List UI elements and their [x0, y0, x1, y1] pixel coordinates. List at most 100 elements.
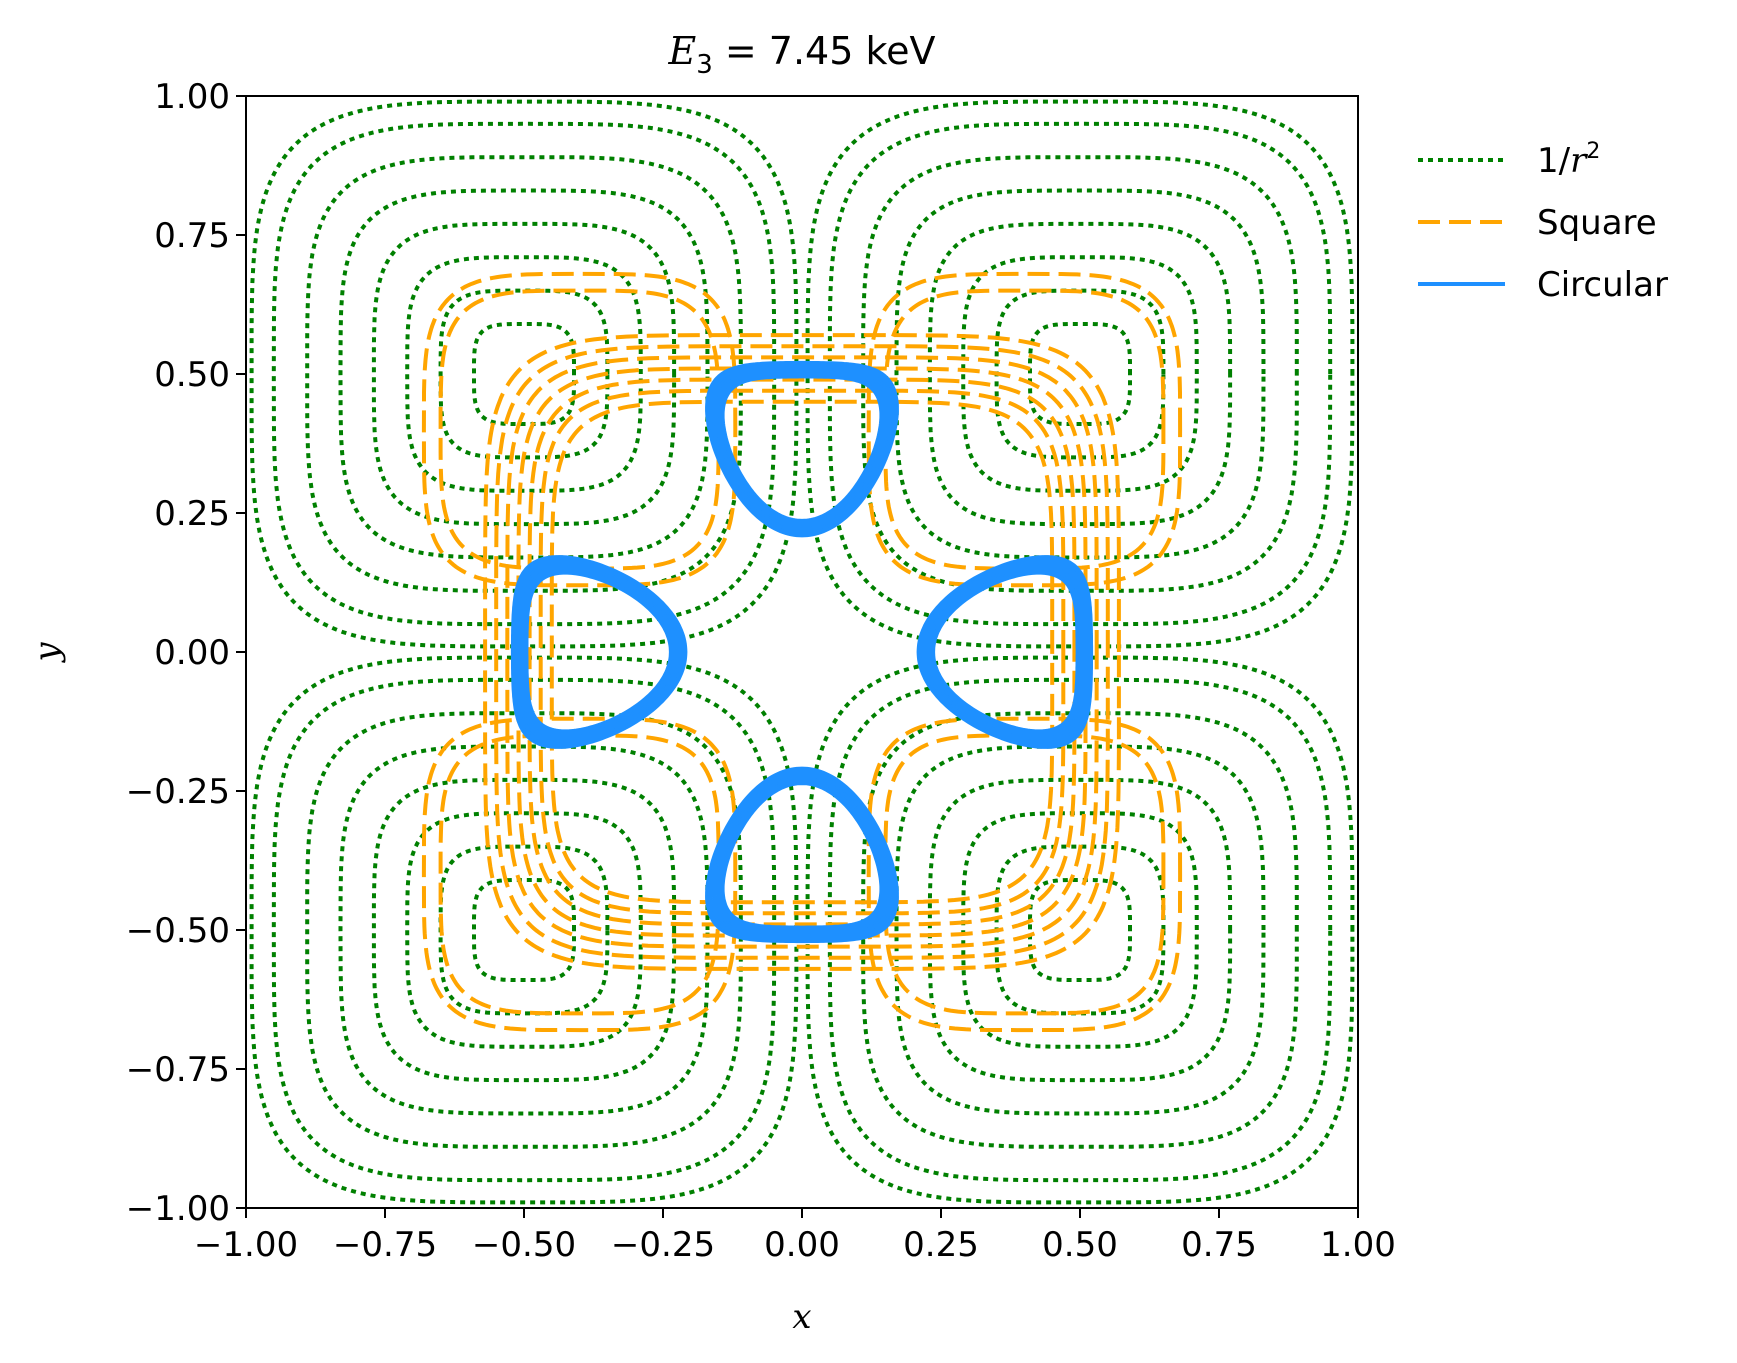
legend-label-inverse-square: 1/r2 [1537, 139, 1600, 181]
orbit-line [705, 766, 899, 944]
x-axis-label: x [792, 1297, 811, 1337]
x-axis: −1.00 −0.75 −0.50 −0.25 0.00 0.25 0.50 0.75 1.00 [194, 1208, 1396, 1265]
orbit-line [705, 360, 899, 538]
title-prefix: E [667, 29, 696, 73]
orbit-line [866, 716, 1183, 1033]
y-axis: −1.00 −0.75 −0.50 −0.25 0.00 0.25 0.50 0.75 1.00 [126, 77, 246, 1229]
orbit-line [916, 555, 1094, 749]
orbit-line [721, 782, 883, 929]
y-tick-label: 0.50 [154, 355, 230, 395]
orbit-line [520, 566, 678, 738]
x-tick-label: −0.25 [611, 1225, 715, 1265]
orbit-line [925, 564, 1085, 740]
orbit-line [827, 121, 1333, 627]
orbit-line [926, 566, 1084, 738]
orbit-line [719, 373, 885, 524]
orbit-line [1028, 322, 1132, 426]
orbit-line [421, 271, 738, 588]
orbit-line [512, 556, 686, 748]
x-tick-label: 1.00 [1320, 1225, 1396, 1265]
orbit-line [271, 121, 777, 627]
orbit-line [716, 370, 888, 528]
orbit-line [519, 564, 679, 740]
orbit-line [472, 322, 576, 426]
orbit-line [405, 255, 643, 493]
y-tick-label: −0.75 [126, 1050, 230, 1090]
legend-inverse-square-r: r [1570, 141, 1588, 181]
orbit-line [994, 288, 1166, 460]
orbit-line [927, 221, 1233, 527]
orbit-line [483, 333, 1121, 971]
series-square [421, 271, 1183, 1033]
x-tick-label: −0.75 [333, 1225, 437, 1265]
legend-inverse-square-sup: 2 [1586, 139, 1600, 164]
series-layer [249, 99, 1355, 1205]
orbit-line [472, 878, 576, 982]
orbit-line [517, 562, 681, 742]
orbit-line [923, 562, 1087, 742]
orbit-line [494, 344, 1110, 960]
chart-title: E3 = 7.45 keV [667, 29, 935, 80]
orbit-line [1028, 878, 1132, 982]
orbit-line [928, 567, 1082, 737]
series-1-r- [249, 99, 1355, 1205]
orbit-line [930, 569, 1081, 735]
x-tick-label: 0.25 [903, 1225, 979, 1265]
orbit-line [514, 558, 685, 746]
orbit-line [883, 733, 1166, 1016]
y-tick-label: −0.25 [126, 772, 230, 812]
orbit-line [716, 776, 888, 934]
orbit-line [421, 716, 738, 1033]
orbit-line [371, 777, 677, 1083]
orbit-line [549, 399, 1055, 905]
orbit-line [961, 255, 1199, 493]
legend-label-square: Square [1537, 203, 1657, 243]
orbit-line [510, 555, 688, 749]
orbit-line [710, 365, 894, 533]
y-tick-label: −0.50 [126, 911, 230, 951]
orbit-line [714, 775, 890, 935]
orbit-line [894, 744, 1266, 1116]
title-subscript: 3 [696, 50, 713, 80]
x-tick-label: −0.50 [472, 1225, 576, 1265]
title-rest: = 7.45 keV [713, 29, 936, 73]
orbit-line [305, 155, 743, 593]
orbit-line [919, 558, 1090, 746]
orbit-line [721, 375, 883, 522]
orbit-line [710, 771, 894, 939]
orbit-line [305, 711, 743, 1149]
orbit-line [921, 560, 1089, 744]
y-tick-label: 0.75 [154, 216, 230, 256]
orbit-line [338, 744, 710, 1116]
orbit-line [827, 677, 1333, 1183]
orbit-line [994, 844, 1166, 1016]
y-tick-label: 0.00 [154, 633, 230, 673]
orbit-line [712, 367, 892, 531]
orbit-line [438, 288, 721, 571]
orbit-line [516, 366, 1088, 938]
x-tick-label: 0.75 [1181, 1225, 1257, 1265]
orbit-line [866, 271, 1183, 588]
plot-frame [245, 95, 1359, 1209]
orbit-line [249, 99, 799, 649]
orbit-line [249, 655, 799, 1205]
orbit-line [708, 769, 896, 940]
orbit-line [338, 188, 710, 560]
orbit-line [805, 655, 1355, 1205]
orbit-line [706, 362, 898, 536]
legend: 1/r2 Square Circular [1418, 139, 1668, 305]
orbit-line [805, 99, 1355, 649]
x-tick-label: 0.00 [764, 1225, 840, 1265]
x-tick-label: −1.00 [194, 1225, 298, 1265]
orbit-line [505, 355, 1099, 949]
orbit-line [438, 733, 721, 1016]
orbit-line [538, 388, 1066, 916]
orbit-line [719, 780, 885, 931]
orbit-line [714, 369, 890, 529]
orbit-line [918, 556, 1092, 748]
orbit-line [894, 188, 1266, 560]
orbit-line [717, 778, 887, 932]
orbit-line [371, 221, 677, 527]
orbit-line [438, 844, 610, 1016]
